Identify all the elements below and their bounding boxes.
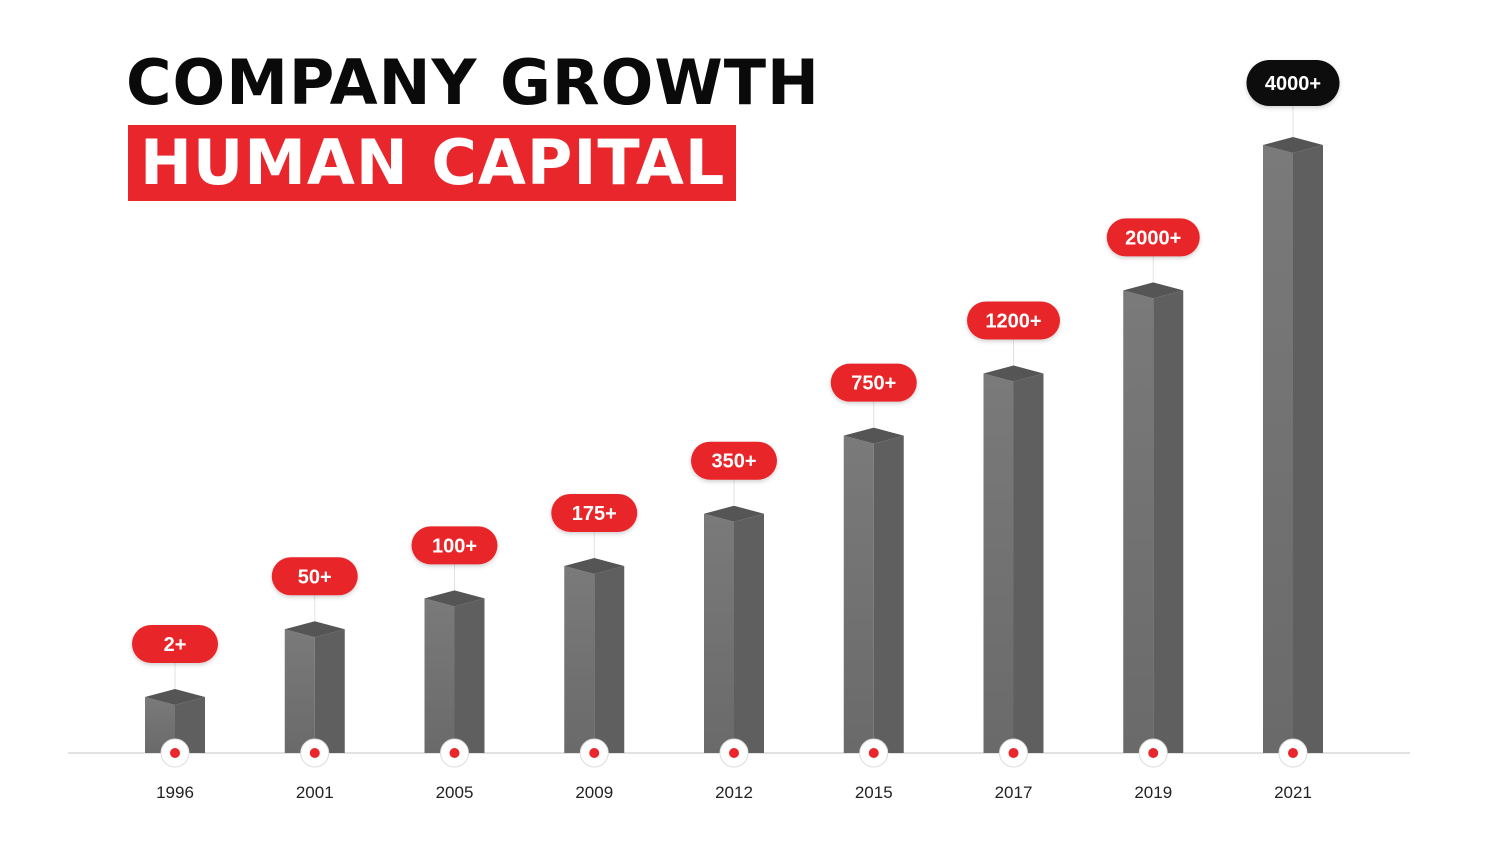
value-badge bbox=[271, 557, 358, 596]
axis-marker-dot bbox=[1008, 748, 1019, 758]
chart-subtitle: HUMAN CAPITAL bbox=[128, 125, 736, 201]
bar-group: 50+ 2001 bbox=[271, 557, 358, 802]
bar-group: 350+ 2012 bbox=[691, 441, 777, 802]
bar-side bbox=[175, 697, 205, 753]
axis-marker-dot bbox=[170, 748, 180, 758]
bar-front bbox=[145, 697, 175, 753]
axis-marker-dot bbox=[1148, 748, 1159, 758]
x-tick-label: 2005 bbox=[436, 783, 474, 802]
bar-side bbox=[1153, 290, 1184, 753]
axis-marker-dot bbox=[729, 748, 739, 758]
axis-marker-dot bbox=[309, 748, 320, 758]
value-label: 350+ bbox=[711, 451, 756, 473]
bar-front bbox=[843, 435, 874, 753]
bar-front bbox=[1263, 145, 1293, 753]
value-badge bbox=[830, 363, 917, 402]
axis-marker-dot bbox=[868, 748, 879, 758]
x-tick-label: 1996 bbox=[156, 783, 194, 802]
value-badge bbox=[411, 526, 498, 565]
value-badge bbox=[691, 441, 777, 480]
bar-side bbox=[873, 435, 904, 753]
value-badge bbox=[551, 493, 638, 532]
bar-top bbox=[564, 557, 625, 574]
bar-side bbox=[734, 513, 764, 753]
value-label: 750+ bbox=[851, 373, 896, 395]
x-tick-label: 2015 bbox=[855, 783, 893, 802]
bar-side bbox=[1293, 145, 1323, 753]
bar-group: 100+ 2005 bbox=[411, 526, 498, 802]
x-tick-label: 2019 bbox=[1134, 783, 1172, 802]
axis-marker-dot bbox=[449, 748, 460, 758]
value-label: 175+ bbox=[572, 503, 617, 525]
x-tick-label: 2001 bbox=[296, 783, 334, 802]
bar-top bbox=[983, 365, 1044, 382]
bar-group: 4000+ 2021 bbox=[1246, 60, 1340, 802]
bar-front bbox=[1123, 290, 1154, 753]
chart-title: COMPANY GROWTH bbox=[126, 46, 820, 119]
x-tick-label: 2021 bbox=[1274, 783, 1312, 802]
value-label: 100+ bbox=[432, 535, 477, 557]
bar-group: 750+ 2015 bbox=[830, 363, 917, 802]
bar-top bbox=[284, 621, 345, 638]
bar-front bbox=[564, 565, 595, 753]
x-tick-label: 2017 bbox=[995, 783, 1033, 802]
bar-front bbox=[284, 629, 315, 753]
bar-top bbox=[424, 590, 485, 607]
bar-side bbox=[314, 629, 345, 753]
bar-side bbox=[1013, 373, 1044, 753]
value-label: 1200+ bbox=[985, 310, 1041, 332]
axis-marker-dot bbox=[1288, 748, 1298, 758]
x-tick-label: 2012 bbox=[715, 783, 753, 802]
value-label: 2000+ bbox=[1125, 227, 1181, 249]
x-tick-label: 2009 bbox=[575, 783, 613, 802]
bar-front bbox=[424, 598, 455, 753]
bar-top bbox=[1263, 137, 1323, 153]
bar-group: 1200+ 2017 bbox=[967, 301, 1060, 802]
value-label: 50+ bbox=[298, 566, 332, 588]
bar-front bbox=[704, 513, 734, 753]
value-label: 4000+ bbox=[1265, 73, 1321, 95]
bar-group: 2+ 1996 bbox=[132, 625, 218, 802]
bar-group: 2000+ 2019 bbox=[1106, 218, 1200, 802]
value-badge bbox=[1106, 218, 1200, 257]
axis-marker-dot bbox=[589, 748, 600, 758]
bar-side bbox=[594, 565, 625, 753]
bar-top bbox=[704, 505, 764, 522]
bar-top bbox=[145, 689, 205, 705]
value-badge bbox=[967, 301, 1060, 340]
value-label: 2+ bbox=[164, 634, 187, 656]
bar-group: 175+ 2009 bbox=[551, 493, 638, 802]
bar-top bbox=[1123, 282, 1184, 299]
value-badge bbox=[1246, 60, 1340, 106]
bar-top bbox=[843, 427, 904, 444]
value-badge bbox=[132, 625, 218, 663]
bar-front bbox=[983, 373, 1014, 753]
bar-side bbox=[454, 598, 485, 753]
